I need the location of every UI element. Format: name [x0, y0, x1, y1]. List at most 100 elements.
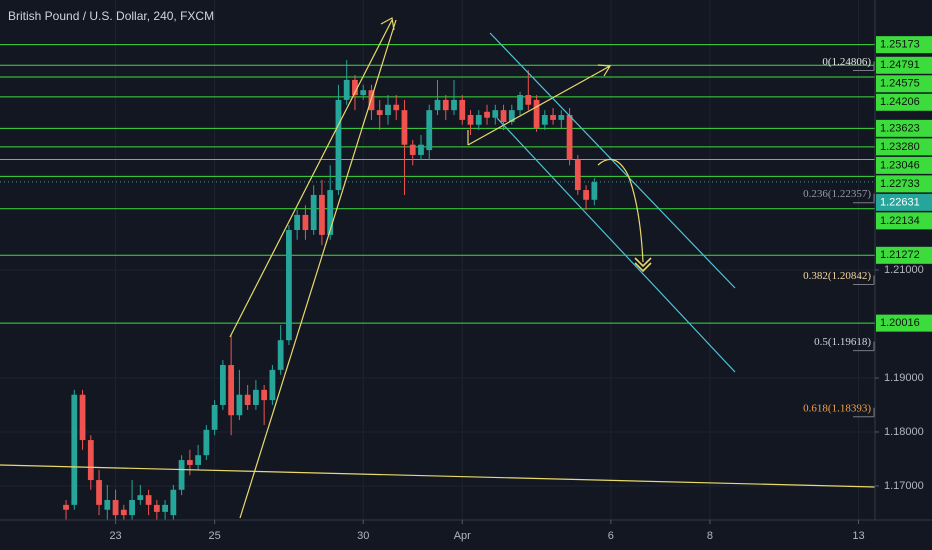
candle-body: [574, 159, 581, 191]
candle-body: [203, 429, 210, 456]
arrow-head: [380, 17, 395, 31]
level-tag: [876, 246, 932, 264]
candle-body: [385, 104, 391, 116]
candle-body: [409, 144, 416, 155]
candle-body: [310, 194, 317, 231]
candle-body: [153, 504, 160, 512]
candle-body: [96, 480, 102, 505]
level-label: 1.22134: [880, 215, 920, 227]
level-tag: [876, 36, 932, 54]
x-tick-label: 6: [608, 530, 614, 542]
channel-line: [489, 32, 736, 289]
level-tag: [876, 93, 932, 111]
candle-body: [541, 115, 548, 125]
arrow-head: [634, 262, 652, 273]
candle-body: [211, 404, 218, 430]
grid: [0, 0, 875, 520]
last-price-tag: [876, 193, 932, 211]
y-tick-label: 1.21000: [884, 264, 924, 276]
candle-body: [508, 110, 515, 123]
candle-body: [228, 365, 235, 416]
candle-body: [319, 194, 325, 235]
candle-body: [550, 115, 556, 120]
candle-body: [533, 99, 540, 128]
level-label: 1.23280: [880, 141, 920, 153]
candle-body: [236, 394, 243, 416]
candle-body: [302, 214, 309, 231]
candle-body: [112, 500, 119, 516]
candle-body: [360, 90, 367, 96]
candle-body: [294, 214, 301, 231]
candle-body: [186, 460, 193, 465]
axis-labels: 1.17000 1.18000 1.19000 1.21000 23 25 30 Apr 6 8 1…: [109, 36, 932, 542]
channel-line: [582, 209, 736, 373]
forecast-arrow: [597, 158, 644, 263]
trend-arrow: [467, 65, 611, 146]
level-label: 1.21272: [880, 249, 920, 261]
candle-body: [79, 394, 86, 441]
y-tick-label: 1.17000: [884, 480, 924, 492]
candle-body: [286, 230, 292, 341]
channel-line: [239, 19, 397, 519]
level-label: 1.23623: [880, 122, 920, 134]
candle-body: [566, 115, 573, 160]
candle-body: [120, 509, 127, 516]
candle-body: [244, 394, 251, 405]
candle-body: [393, 104, 400, 111]
arrow-head: [597, 64, 612, 77]
candle-body: [517, 95, 523, 111]
candle-body: [558, 115, 565, 120]
candle-body: [178, 460, 185, 490]
channel-line: [496, 117, 584, 211]
candle-body: [87, 440, 94, 481]
fib-label: 0.618(1.18393): [803, 402, 871, 414]
levels: [0, 44, 875, 324]
x-tick-label: 30: [357, 530, 369, 542]
candle-body: [525, 95, 532, 105]
candle-body: [500, 110, 507, 123]
level-label: 1.23046: [880, 159, 920, 171]
candle-body: [219, 365, 226, 405]
candle-body: [459, 99, 466, 120]
candle-body: [170, 489, 177, 516]
y-tick-label: 1.19000: [884, 372, 924, 384]
level-label: 1.22733: [880, 178, 920, 190]
candle-body: [484, 111, 490, 118]
candle-body: [269, 369, 276, 401]
level-label: 1.24791: [880, 59, 920, 71]
level-tag: [876, 156, 932, 174]
x-tick-label: 25: [208, 530, 220, 542]
candle-body: [277, 340, 284, 370]
fib-label: 0.236(1.22357): [803, 188, 871, 200]
level-label: 1.25173: [880, 39, 920, 51]
candle-body: [434, 99, 441, 111]
candle-body: [104, 500, 111, 510]
candle-body: [327, 190, 334, 235]
candle-body: [162, 504, 168, 512]
candle-body: [71, 394, 78, 505]
candle-body: [467, 115, 474, 125]
level-tag: [876, 138, 932, 156]
candle-body: [475, 115, 482, 125]
fib-labels: 0(1.24806) 0.236(1.22357) 0.382(1.20842) 0.…: [803, 56, 875, 418]
level-tag: [876, 119, 932, 137]
level-tag: [876, 175, 932, 193]
candle-body: [343, 79, 350, 100]
level-label: 1.24206: [880, 96, 920, 108]
level-tag: [876, 56, 932, 74]
candle-body: [261, 389, 268, 401]
candle-body: [442, 99, 449, 111]
candle-body: [335, 99, 342, 191]
candle-body: [451, 99, 457, 111]
channel-line: [229, 19, 393, 338]
fib-label: 0.5(1.19618): [814, 336, 871, 348]
last-price-label: 1.22631: [880, 196, 920, 208]
candle-body: [426, 110, 433, 151]
candle-body: [376, 110, 383, 116]
level-tag: [876, 212, 932, 230]
candle-body: [253, 389, 259, 405]
candle-body: [63, 504, 69, 510]
candle-body: [137, 495, 144, 501]
